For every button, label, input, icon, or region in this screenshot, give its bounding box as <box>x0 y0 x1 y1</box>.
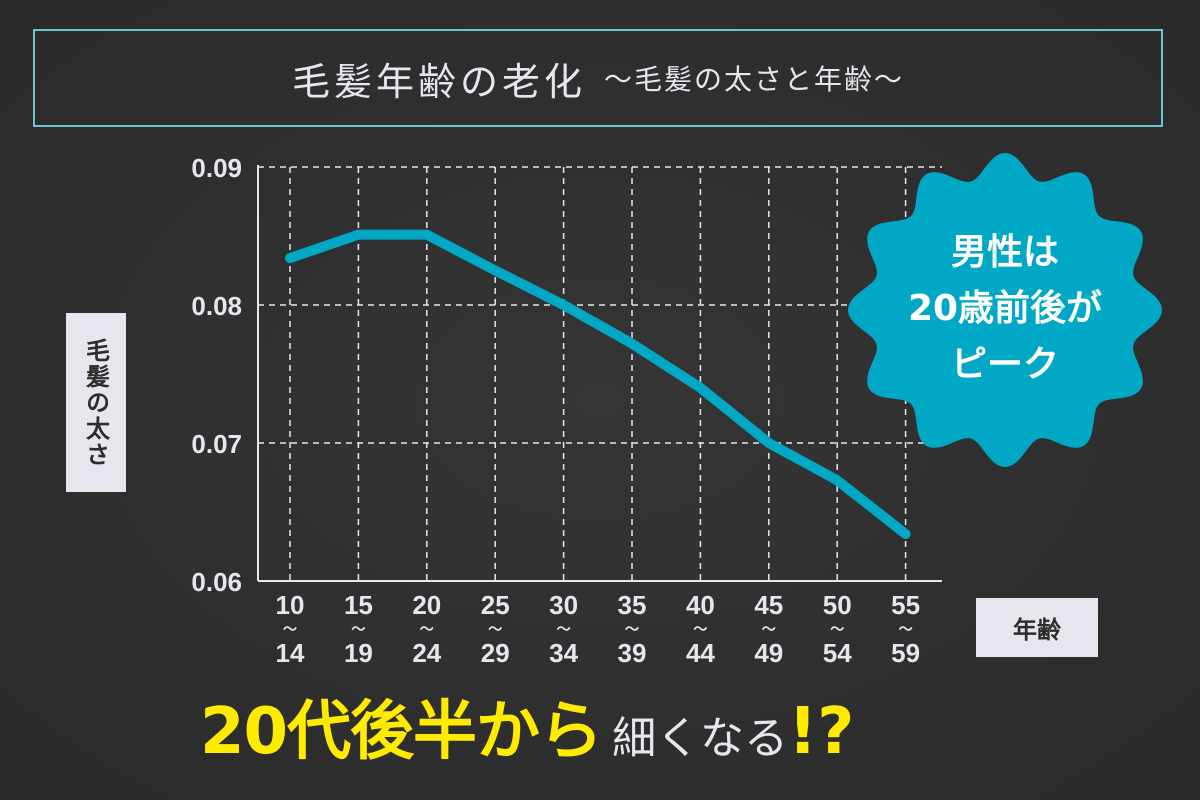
x-tick-label: 25 <box>481 590 510 620</box>
series-line <box>285 229 911 540</box>
badge-line: 20歳前後が <box>907 288 1103 329</box>
x-tick-label: 45 <box>754 590 783 620</box>
x-tick-label: 〜 <box>899 622 913 638</box>
x-tick-label: 〜 <box>557 622 571 638</box>
headline-main: 20代後半から <box>200 695 603 769</box>
x-tick-label: 〜 <box>351 622 365 638</box>
x-tick-label: 50 <box>823 590 852 620</box>
x-tick-label: 29 <box>481 638 510 668</box>
headline-mark: !? <box>788 695 855 769</box>
x-tick-label: 54 <box>823 638 852 668</box>
title-sub: 〜毛髪の太さと年齢〜 <box>604 63 905 96</box>
headline: 20代後半から 細くなる !? <box>200 680 854 780</box>
y-tick-label: 0.06 <box>191 567 242 597</box>
x-tick-label: 〜 <box>283 622 297 638</box>
x-tick-label: 〜 <box>762 622 776 638</box>
badge-text: 男性は 20歳前後が ピーク <box>870 225 1140 393</box>
x-tick-label: 〜 <box>625 622 639 638</box>
y-tick-label: 0.09 <box>191 153 242 183</box>
x-tick-label: 24 <box>412 638 441 668</box>
x-tick-label: 49 <box>754 638 783 668</box>
y-tick-label: 0.08 <box>191 291 242 321</box>
x-axis-label: 年齢 <box>976 598 1098 657</box>
x-tick-label: 40 <box>686 590 715 620</box>
y-tick-label: 0.07 <box>191 429 242 459</box>
x-tick-label: 44 <box>686 638 715 668</box>
x-tick-label: 10 <box>276 590 305 620</box>
x-tick-label: 〜 <box>830 622 844 638</box>
x-tick-label: 〜 <box>693 622 707 638</box>
badge-shape <box>848 153 1162 467</box>
x-tick-label: 59 <box>891 638 920 668</box>
badge-line: 男性は <box>950 232 1059 273</box>
badge-line: ピーク <box>950 344 1059 385</box>
title-main: 毛髪年齢の老化 <box>291 59 586 104</box>
title-box: 毛髪年齢の老化 〜毛髪の太さと年齢〜 <box>33 29 1163 127</box>
x-tick-label: 39 <box>618 638 647 668</box>
x-tick-label: 20 <box>412 590 441 620</box>
headline-sub: 細くなる <box>612 713 789 764</box>
x-tick-label: 14 <box>276 638 305 668</box>
x-tick-label: 55 <box>891 590 920 620</box>
x-tick-label: 〜 <box>488 622 502 638</box>
y-axis-label: 毛髪の太さ <box>66 313 126 492</box>
x-tick-label: 34 <box>549 638 578 668</box>
x-tick-label: 35 <box>618 590 647 620</box>
x-tick-label: 15 <box>344 590 373 620</box>
x-tick-label: 19 <box>344 638 373 668</box>
x-tick-label: 〜 <box>420 622 434 638</box>
x-tick-label: 30 <box>549 590 578 620</box>
